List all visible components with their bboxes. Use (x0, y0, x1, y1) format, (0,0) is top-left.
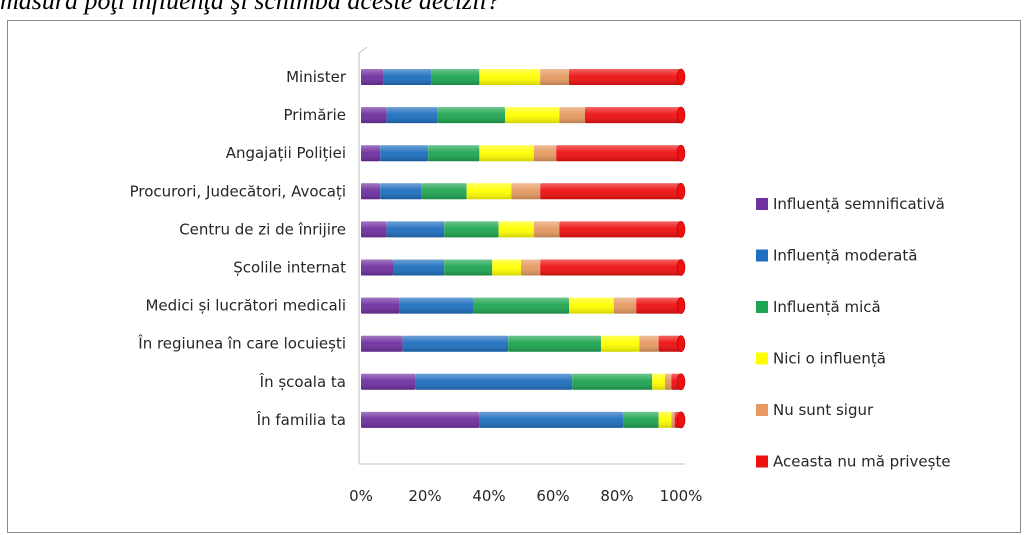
bar-end-cap (676, 259, 686, 276)
bar-shading (361, 183, 681, 200)
legend-swatch (756, 352, 768, 365)
bar-row (361, 106, 686, 124)
x-tick-label: 100% (660, 487, 703, 505)
legend: Influență semnificativă Influență moderat… (756, 195, 951, 471)
x-tick-label: 60% (536, 487, 569, 505)
bar-end-cap (676, 221, 686, 238)
bar-shading (361, 69, 681, 85)
bar-shading (361, 297, 681, 314)
bar-end-cap (676, 335, 686, 353)
category-label: În familia ta (256, 410, 346, 429)
bar-row (361, 373, 686, 391)
axis-depth-line (358, 46, 368, 54)
legend-item: Nu sunt sigur (756, 401, 874, 419)
bar-row (361, 259, 686, 276)
category-label: În școala ta (259, 372, 346, 391)
bar-end-cap (676, 106, 686, 124)
legend-item: Nici o influență (756, 350, 886, 368)
x-tick-label: 80% (600, 487, 633, 505)
bar-row (361, 183, 686, 200)
bar-shading (361, 411, 681, 428)
legend-label: Nu sunt sigur (773, 401, 874, 419)
bars-layer (361, 68, 686, 429)
category-label: Minister (286, 68, 347, 86)
category-label: În regiunea în care locuiești (137, 334, 346, 353)
stacked-bar-chart: Minister Primărie Angajații Poliției Procur… (130, 46, 951, 505)
legend-item: Influență mică (756, 298, 881, 316)
bar-row (361, 335, 686, 353)
bar-shading (361, 373, 681, 390)
legend-label: Influență semnificativă (773, 195, 945, 213)
bar-shading (361, 107, 681, 124)
x-tick-labels: 0% 20% 40% 60% 80% 100% (349, 487, 702, 505)
bar-end-cap (676, 297, 686, 314)
x-tick-label: 0% (349, 487, 373, 505)
category-labels: Minister Primărie Angajații Poliției Procur… (130, 68, 347, 429)
legend-swatch (756, 404, 768, 416)
x-tick-label: 40% (472, 487, 505, 505)
bar-end-cap (676, 144, 686, 162)
legend-swatch (756, 301, 768, 313)
bar-end-cap (676, 373, 686, 391)
x-tick-label: 20% (408, 487, 441, 505)
chart-frame: Minister Primărie Angajații Poliției Procur… (7, 20, 1021, 533)
legend-label: Influență mică (773, 298, 881, 316)
category-label: Angajații Poliției (226, 144, 346, 162)
category-label: Primărie (284, 106, 346, 124)
legend-swatch (756, 455, 768, 468)
legend-swatch (756, 198, 768, 210)
question-text: măsură poţi influenţa şi schimba aceste … (0, 0, 500, 15)
legend-swatch (756, 249, 768, 262)
bar-row (361, 144, 686, 162)
legend-label: Influență moderată (773, 247, 917, 265)
bar-shading (361, 221, 681, 238)
bar-row (361, 221, 686, 238)
legend-item: Influență moderată (756, 247, 917, 265)
category-label: Procurori, Judecători, Avocați (130, 182, 346, 200)
bar-shading (361, 335, 681, 352)
bar-row (361, 297, 686, 314)
axis-layer (358, 46, 685, 465)
bar-row (361, 68, 686, 86)
bar-end-cap (676, 183, 686, 200)
legend-label: Aceasta nu mă privește (773, 453, 951, 471)
bar-row (361, 411, 686, 429)
category-label: Școlile internat (233, 259, 346, 277)
bar-shading (361, 145, 681, 162)
bar-shading (361, 259, 681, 276)
legend-item: Aceasta nu mă privește (756, 453, 951, 471)
bar-end-cap (676, 68, 686, 86)
bar-end-cap (676, 411, 686, 429)
category-label: Centru de zi de înrijire (179, 220, 346, 238)
legend-item: Influență semnificativă (756, 195, 945, 213)
category-label: Medici și lucrători medicali (145, 297, 346, 315)
legend-label: Nici o influență (773, 350, 886, 368)
